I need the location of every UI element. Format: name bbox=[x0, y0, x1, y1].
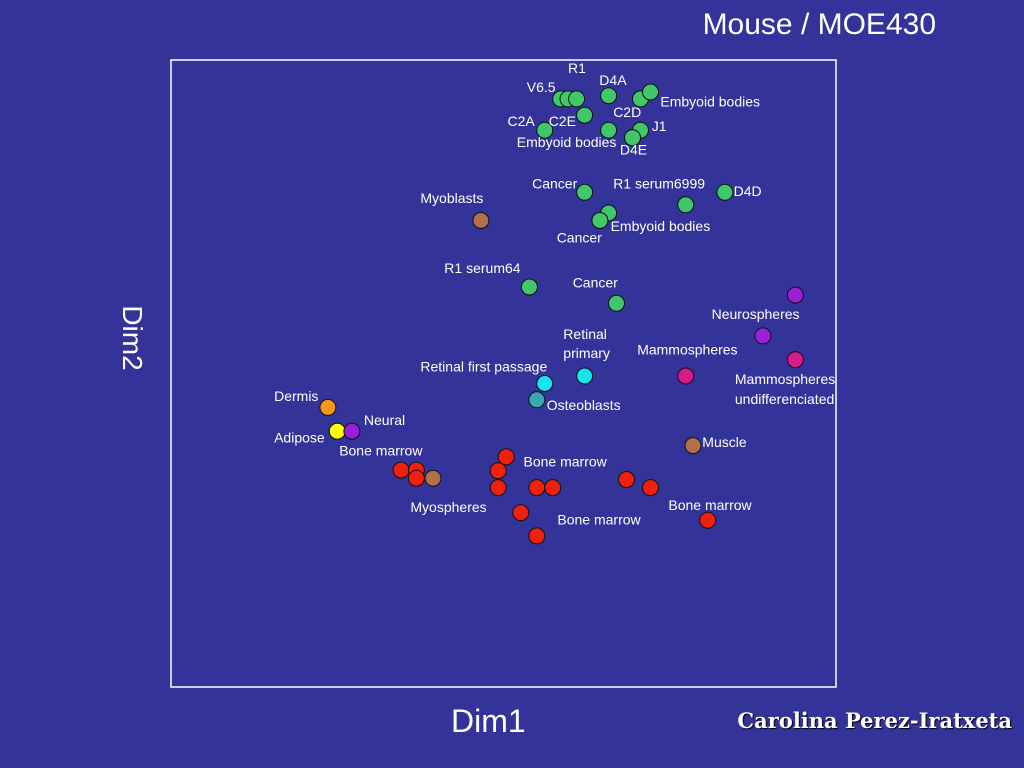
point-annotation-4: C2D bbox=[613, 104, 641, 120]
data-point-28 bbox=[343, 422, 361, 440]
data-point-24 bbox=[536, 375, 554, 392]
data-point-32 bbox=[489, 462, 507, 480]
point-annotation-6: C2E bbox=[549, 113, 576, 129]
data-point-3 bbox=[600, 87, 618, 105]
point-annotation-27: Neural bbox=[364, 412, 405, 428]
data-point-25 bbox=[528, 391, 546, 409]
point-annotation-26: Osteoblasts bbox=[547, 397, 621, 413]
point-annotation-24: undifferenciated bbox=[735, 391, 834, 407]
point-annotation-34: Bone marrow bbox=[557, 512, 641, 528]
point-annotation-2: V6.5 bbox=[527, 79, 556, 95]
x-axis-label: Dim1 bbox=[451, 703, 526, 739]
point-annotation-17: Cancer bbox=[573, 275, 618, 291]
data-point-30 bbox=[424, 469, 442, 487]
data-point-5 bbox=[642, 83, 659, 101]
data-point-15 bbox=[591, 212, 609, 229]
data-point-37 bbox=[528, 479, 546, 497]
data-point-13 bbox=[716, 183, 734, 201]
data-point-8 bbox=[600, 121, 618, 139]
data-point-33 bbox=[392, 461, 410, 479]
slide-title: Mouse / MOE430 bbox=[702, 8, 936, 41]
data-point-40 bbox=[642, 479, 659, 497]
data-point-29 bbox=[684, 437, 702, 455]
point-annotation-25: Dermis bbox=[274, 388, 318, 404]
point-annotation-30: Bone marrow bbox=[339, 443, 423, 459]
data-point-41 bbox=[512, 504, 530, 522]
point-annotation-9: D4E bbox=[620, 142, 647, 158]
point-annotation-23: Mammospheres bbox=[735, 371, 835, 387]
data-point-16 bbox=[520, 278, 538, 296]
data-point-10 bbox=[624, 129, 641, 147]
point-annotation-3: Embyoid bodies bbox=[660, 93, 760, 109]
point-annotation-20: primary bbox=[563, 345, 610, 361]
point-annotation-18: Neurospheres bbox=[712, 306, 800, 322]
point-annotation-19: Retinal bbox=[563, 326, 607, 342]
point-annotation-14: Embyoid bodies bbox=[611, 218, 711, 234]
point-annotation-22: Retinal first passage bbox=[420, 359, 547, 375]
point-annotation-31: Bone marrow bbox=[524, 453, 608, 469]
points-layer bbox=[319, 83, 804, 545]
point-annotation-0: R1 bbox=[568, 60, 586, 76]
point-annotation-11: R1 serum6999 bbox=[613, 176, 705, 192]
data-point-36 bbox=[489, 479, 507, 497]
data-point-35 bbox=[407, 469, 425, 487]
data-point-17 bbox=[608, 294, 625, 312]
point-annotation-28: Adipose bbox=[274, 430, 325, 446]
author-credit: Carolina Perez-Iratxeta bbox=[737, 708, 1012, 733]
data-point-43 bbox=[528, 527, 546, 545]
point-annotation-32: Bone marrow bbox=[668, 497, 752, 513]
data-point-27 bbox=[328, 422, 346, 440]
data-point-31 bbox=[497, 448, 515, 466]
point-annotation-5: C2A bbox=[508, 113, 536, 129]
point-annotation-7: J1 bbox=[652, 118, 667, 134]
data-point-19 bbox=[786, 286, 804, 304]
point-annotation-16: R1 serum64 bbox=[444, 260, 520, 276]
data-point-20 bbox=[754, 327, 772, 345]
point-annotation-15: Cancer bbox=[557, 230, 602, 246]
point-annotation-13: Myoblasts bbox=[420, 190, 483, 206]
data-point-22 bbox=[677, 367, 695, 385]
labels-layer: R1 D4A V6.5 Embyoid bodies C2D C2A C2E J1 Embyoi… bbox=[274, 60, 835, 527]
data-point-11 bbox=[576, 183, 594, 201]
data-point-42 bbox=[699, 511, 717, 529]
data-point-38 bbox=[544, 479, 562, 497]
point-annotation-10: Cancer bbox=[532, 176, 577, 192]
plot-frame bbox=[170, 59, 837, 688]
data-point-12 bbox=[677, 196, 695, 214]
data-point-7 bbox=[536, 121, 554, 139]
data-point-6 bbox=[576, 106, 594, 124]
point-annotation-8: Embyoid bodies bbox=[517, 134, 617, 150]
data-point-21 bbox=[786, 351, 804, 369]
data-point-2 bbox=[568, 90, 586, 108]
data-point-18 bbox=[472, 212, 490, 229]
point-annotation-33: Myospheres bbox=[410, 499, 486, 515]
data-point-39 bbox=[618, 471, 635, 488]
point-annotation-29: Muscle bbox=[702, 434, 747, 450]
data-point-23 bbox=[576, 367, 594, 385]
y-axis-label: Dim2 bbox=[117, 305, 148, 371]
point-annotation-21: Mammospheres bbox=[637, 342, 737, 358]
data-point-26 bbox=[319, 398, 337, 416]
point-annotation-12: D4D bbox=[734, 183, 762, 199]
point-annotation-1: D4A bbox=[599, 72, 627, 88]
